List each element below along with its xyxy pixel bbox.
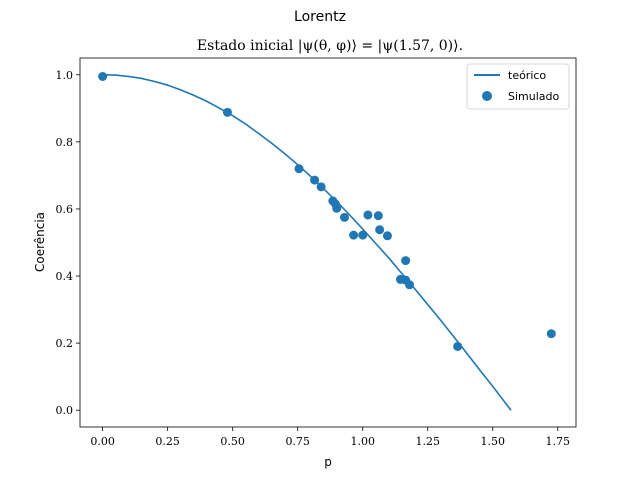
x-tick-label: 0.25	[155, 435, 180, 448]
x-tick-label: 1.50	[481, 435, 506, 448]
legend-label-teorico: teórico	[508, 69, 546, 82]
series-layer	[98, 71, 556, 411]
legend: teórico Simulado	[466, 63, 570, 110]
series-line-teorico	[102, 73, 512, 411]
scatter-point-simulado	[332, 203, 342, 213]
scatter-point-simulado	[349, 230, 359, 240]
scatter-point-simulado	[453, 341, 463, 351]
y-tick-label: 0.6	[56, 203, 74, 216]
scatter-point-simulado	[373, 211, 383, 221]
x-tick-label: 1.00	[350, 435, 375, 448]
scatter-point-simulado	[382, 231, 392, 241]
y-tick-label: 0.8	[56, 136, 74, 149]
y-axis-label: Coerência	[33, 212, 47, 272]
scatter-point-simulado	[294, 164, 304, 174]
plot-area	[79, 57, 577, 428]
scatter-point-simulado	[363, 210, 373, 220]
x-tick-label: 0.50	[220, 435, 245, 448]
scatter-point-simulado	[340, 212, 350, 222]
x-axis-label: p	[324, 455, 332, 469]
x-tick-label: 0.75	[285, 435, 310, 448]
x-axis: 0.00 0.25 0.50 0.75 1.00 1.25 1.50 1.75	[90, 427, 570, 448]
y-tick-label: 0.2	[56, 337, 74, 350]
x-tick-label: 1.75	[546, 435, 571, 448]
scatter-point-simulado	[546, 329, 556, 339]
x-tick-label: 0.00	[90, 435, 115, 448]
scatter-point-simulado	[222, 107, 232, 117]
y-tick-label: 0.4	[56, 270, 74, 283]
y-tick-label: 0.0	[56, 404, 74, 417]
y-axis: 0.0 0.2 0.4 0.6 0.8 1.0	[56, 69, 80, 417]
legend-label-simulado: Simulado	[508, 90, 560, 103]
y-tick-label: 1.0	[56, 69, 74, 82]
scatter-point-simulado	[375, 225, 385, 235]
scatter-point-simulado	[405, 280, 415, 290]
legend-scatter-marker	[482, 91, 492, 101]
scatter-point-simulado	[358, 230, 368, 240]
x-tick-label: 1.25	[415, 435, 440, 448]
scatter-point-simulado	[310, 175, 320, 185]
scatter-point-simulado	[316, 182, 326, 192]
scatter-point-simulado	[98, 71, 108, 81]
chart-suptitle: Lorentz	[294, 9, 346, 25]
scatter-point-simulado	[401, 256, 411, 266]
chart-title: Estado inicial |ψ(θ, φ)⟩ = |ψ(1.57, 0)⟩.	[197, 38, 463, 54]
